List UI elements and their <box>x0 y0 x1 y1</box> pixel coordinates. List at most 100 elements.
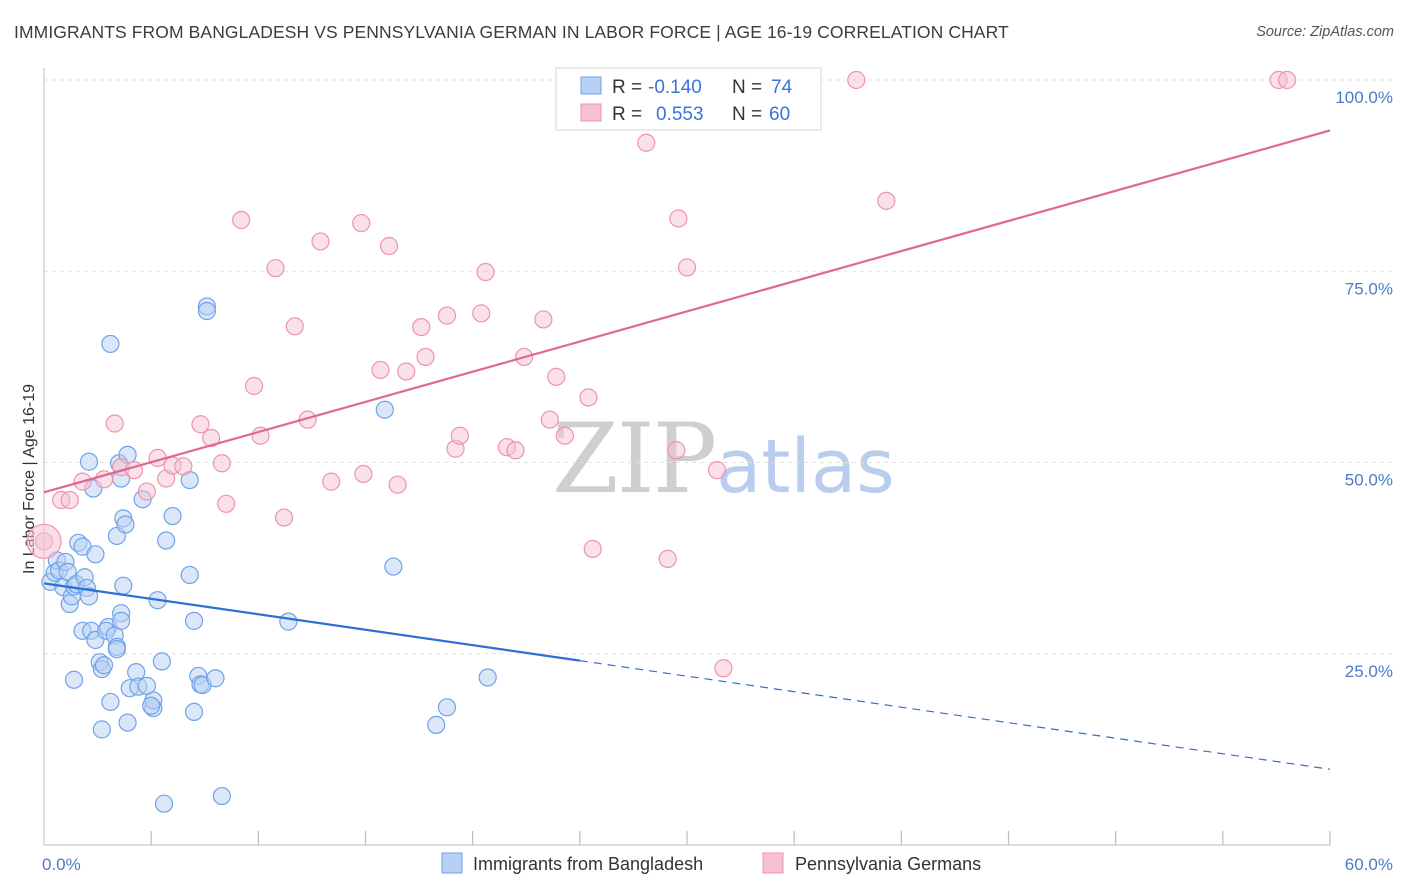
bangladesh-point-70 <box>384 557 403 576</box>
trend-line-bangladesh <box>43 582 580 662</box>
bangladesh-point-67 <box>212 786 231 806</box>
series-pennsylvania-german-points <box>26 70 1297 678</box>
source-credit: Source: ZipAtlas.com <box>1256 24 1394 40</box>
bangladesh-point-42 <box>118 713 137 732</box>
bangladesh-point-69 <box>375 400 394 419</box>
stats-legend: R = -0.140 N = 74 R = 0.553 N = 60 <box>555 67 822 131</box>
pennsylvania-point-52 <box>669 209 688 228</box>
bangladesh-point-53 <box>152 652 171 671</box>
legend-n-label-1: N = <box>732 77 762 98</box>
bottom-legend-label-pennsylvania: Pennsylvania Germans <box>795 854 981 874</box>
bangladesh-point-51 <box>142 696 161 715</box>
trend-line-pennsylvania <box>43 129 1331 494</box>
pennsylvania-point-56 <box>847 70 866 90</box>
pennsylvania-point-46 <box>579 388 598 407</box>
y-axis-title: In Labor Force | Age 16-19 <box>21 384 38 574</box>
legend-swatch-bangladesh <box>580 76 602 95</box>
gridlines <box>44 79 1393 655</box>
chart-title: IMMIGRANTS FROM BANGLADESH VS PENNSYLVAN… <box>14 22 1009 42</box>
pennsylvania-point-22 <box>285 317 304 336</box>
x-tick-label-max: 60.0% <box>1345 855 1393 874</box>
bangladesh-point-30 <box>101 334 120 354</box>
series-bangladesh-points <box>41 297 497 813</box>
pennsylvania-point-8 <box>137 482 156 501</box>
pennsylvania-point-40 <box>506 441 525 460</box>
bangladesh-point-36 <box>107 640 126 659</box>
pennsylvania-point-49 <box>637 133 656 152</box>
bangladesh-point-17 <box>79 587 99 606</box>
pennsylvania-point-53 <box>677 258 697 277</box>
trend-lines <box>43 129 1331 770</box>
legend-swatch-pennsylvania <box>580 103 602 122</box>
pennsylvania-point-45 <box>555 426 574 445</box>
pennsylvania-point-16 <box>217 494 236 513</box>
pennsylvania-point-17 <box>232 210 251 230</box>
y-tick-label-100: 100.0% <box>1335 88 1393 107</box>
y-tick-label-50: 50.0% <box>1345 471 1393 490</box>
bangladesh-point-60 <box>184 702 204 721</box>
pennsylvania-point-27 <box>354 464 373 484</box>
trend-line-bangladesh-extension <box>579 660 1331 770</box>
legend-r-value-1: -0.140 <box>648 77 702 98</box>
watermark-zip: ZIP <box>552 403 715 515</box>
pennsylvania-point-24 <box>311 232 330 251</box>
bangladesh-point-71 <box>427 715 446 734</box>
pennsylvania-point-large <box>26 523 62 559</box>
pennsylvania-point-50 <box>658 549 677 568</box>
x-tick-label-min: 0.0% <box>42 855 81 874</box>
bangladesh-point-22 <box>86 545 105 564</box>
pennsylvania-point-59 <box>1278 70 1297 90</box>
pennsylvania-point-29 <box>379 236 399 256</box>
bangladesh-point-65 <box>197 301 216 321</box>
bangladesh-point-66 <box>206 669 225 688</box>
series-legend: Immigrants from Bangladesh Pennsylvania … <box>441 852 981 874</box>
pennsylvania-point-30 <box>388 475 407 494</box>
bangladesh-point-58 <box>180 565 199 585</box>
pennsylvania-point-31 <box>397 362 416 381</box>
bangladesh-point-10 <box>64 670 84 689</box>
bangladesh-point-20 <box>79 452 99 471</box>
pennsylvania-point-2 <box>60 490 79 510</box>
pennsylvania-point-18 <box>244 376 264 396</box>
pennsylvania-point-55 <box>714 659 733 678</box>
pennsylvania-point-13 <box>191 415 210 434</box>
watermark-atlas: atlas <box>716 424 895 510</box>
pennsylvania-point-21 <box>274 508 294 527</box>
bangladesh-point-72 <box>437 698 457 717</box>
bangladesh-point-39 <box>114 576 133 595</box>
bangladesh-point-56 <box>163 506 182 526</box>
pennsylvania-point-54 <box>707 461 727 480</box>
legend-r-value-2: 0.553 <box>656 104 704 125</box>
bangladesh-point-54 <box>154 794 174 813</box>
pennsylvania-point-34 <box>437 306 457 325</box>
pennsylvania-point-14 <box>202 428 221 448</box>
pennsylvania-point-33 <box>416 347 435 367</box>
bangladesh-point-59 <box>184 611 204 630</box>
pennsylvania-point-38 <box>476 262 495 282</box>
pennsylvania-point-47 <box>583 539 602 559</box>
bangladesh-point-41 <box>116 515 135 534</box>
legend-n-value-2: 60 <box>769 104 790 125</box>
bangladesh-point-55 <box>157 531 176 550</box>
pennsylvania-point-5 <box>105 414 124 433</box>
pennsylvania-point-43 <box>540 410 559 429</box>
x-axis-ticks <box>150 831 1331 845</box>
y-axis-tick-labels: 25.0% 50.0% 75.0% 100.0% <box>1335 88 1393 681</box>
pennsylvania-point-25 <box>322 472 341 491</box>
bangladesh-point-26 <box>94 656 114 675</box>
bangladesh-point-38 <box>112 611 131 630</box>
pennsylvania-point-15 <box>212 454 231 473</box>
pennsylvania-point-32 <box>412 317 431 337</box>
bottom-legend-swatch-bangladesh <box>441 852 463 874</box>
pennsylvania-point-20 <box>266 259 285 278</box>
pennsylvania-point-44 <box>547 367 566 386</box>
y-tick-label-75: 75.0% <box>1345 279 1393 298</box>
pennsylvania-point-28 <box>371 360 390 380</box>
y-tick-label-25: 25.0% <box>1345 662 1393 681</box>
bangladesh-point-68 <box>279 612 298 631</box>
pennsylvania-point-51 <box>667 441 686 460</box>
pennsylvania-point-26 <box>352 213 371 233</box>
bottom-legend-swatch-pennsylvania <box>762 852 784 874</box>
pennsylvania-point-37 <box>472 304 491 323</box>
